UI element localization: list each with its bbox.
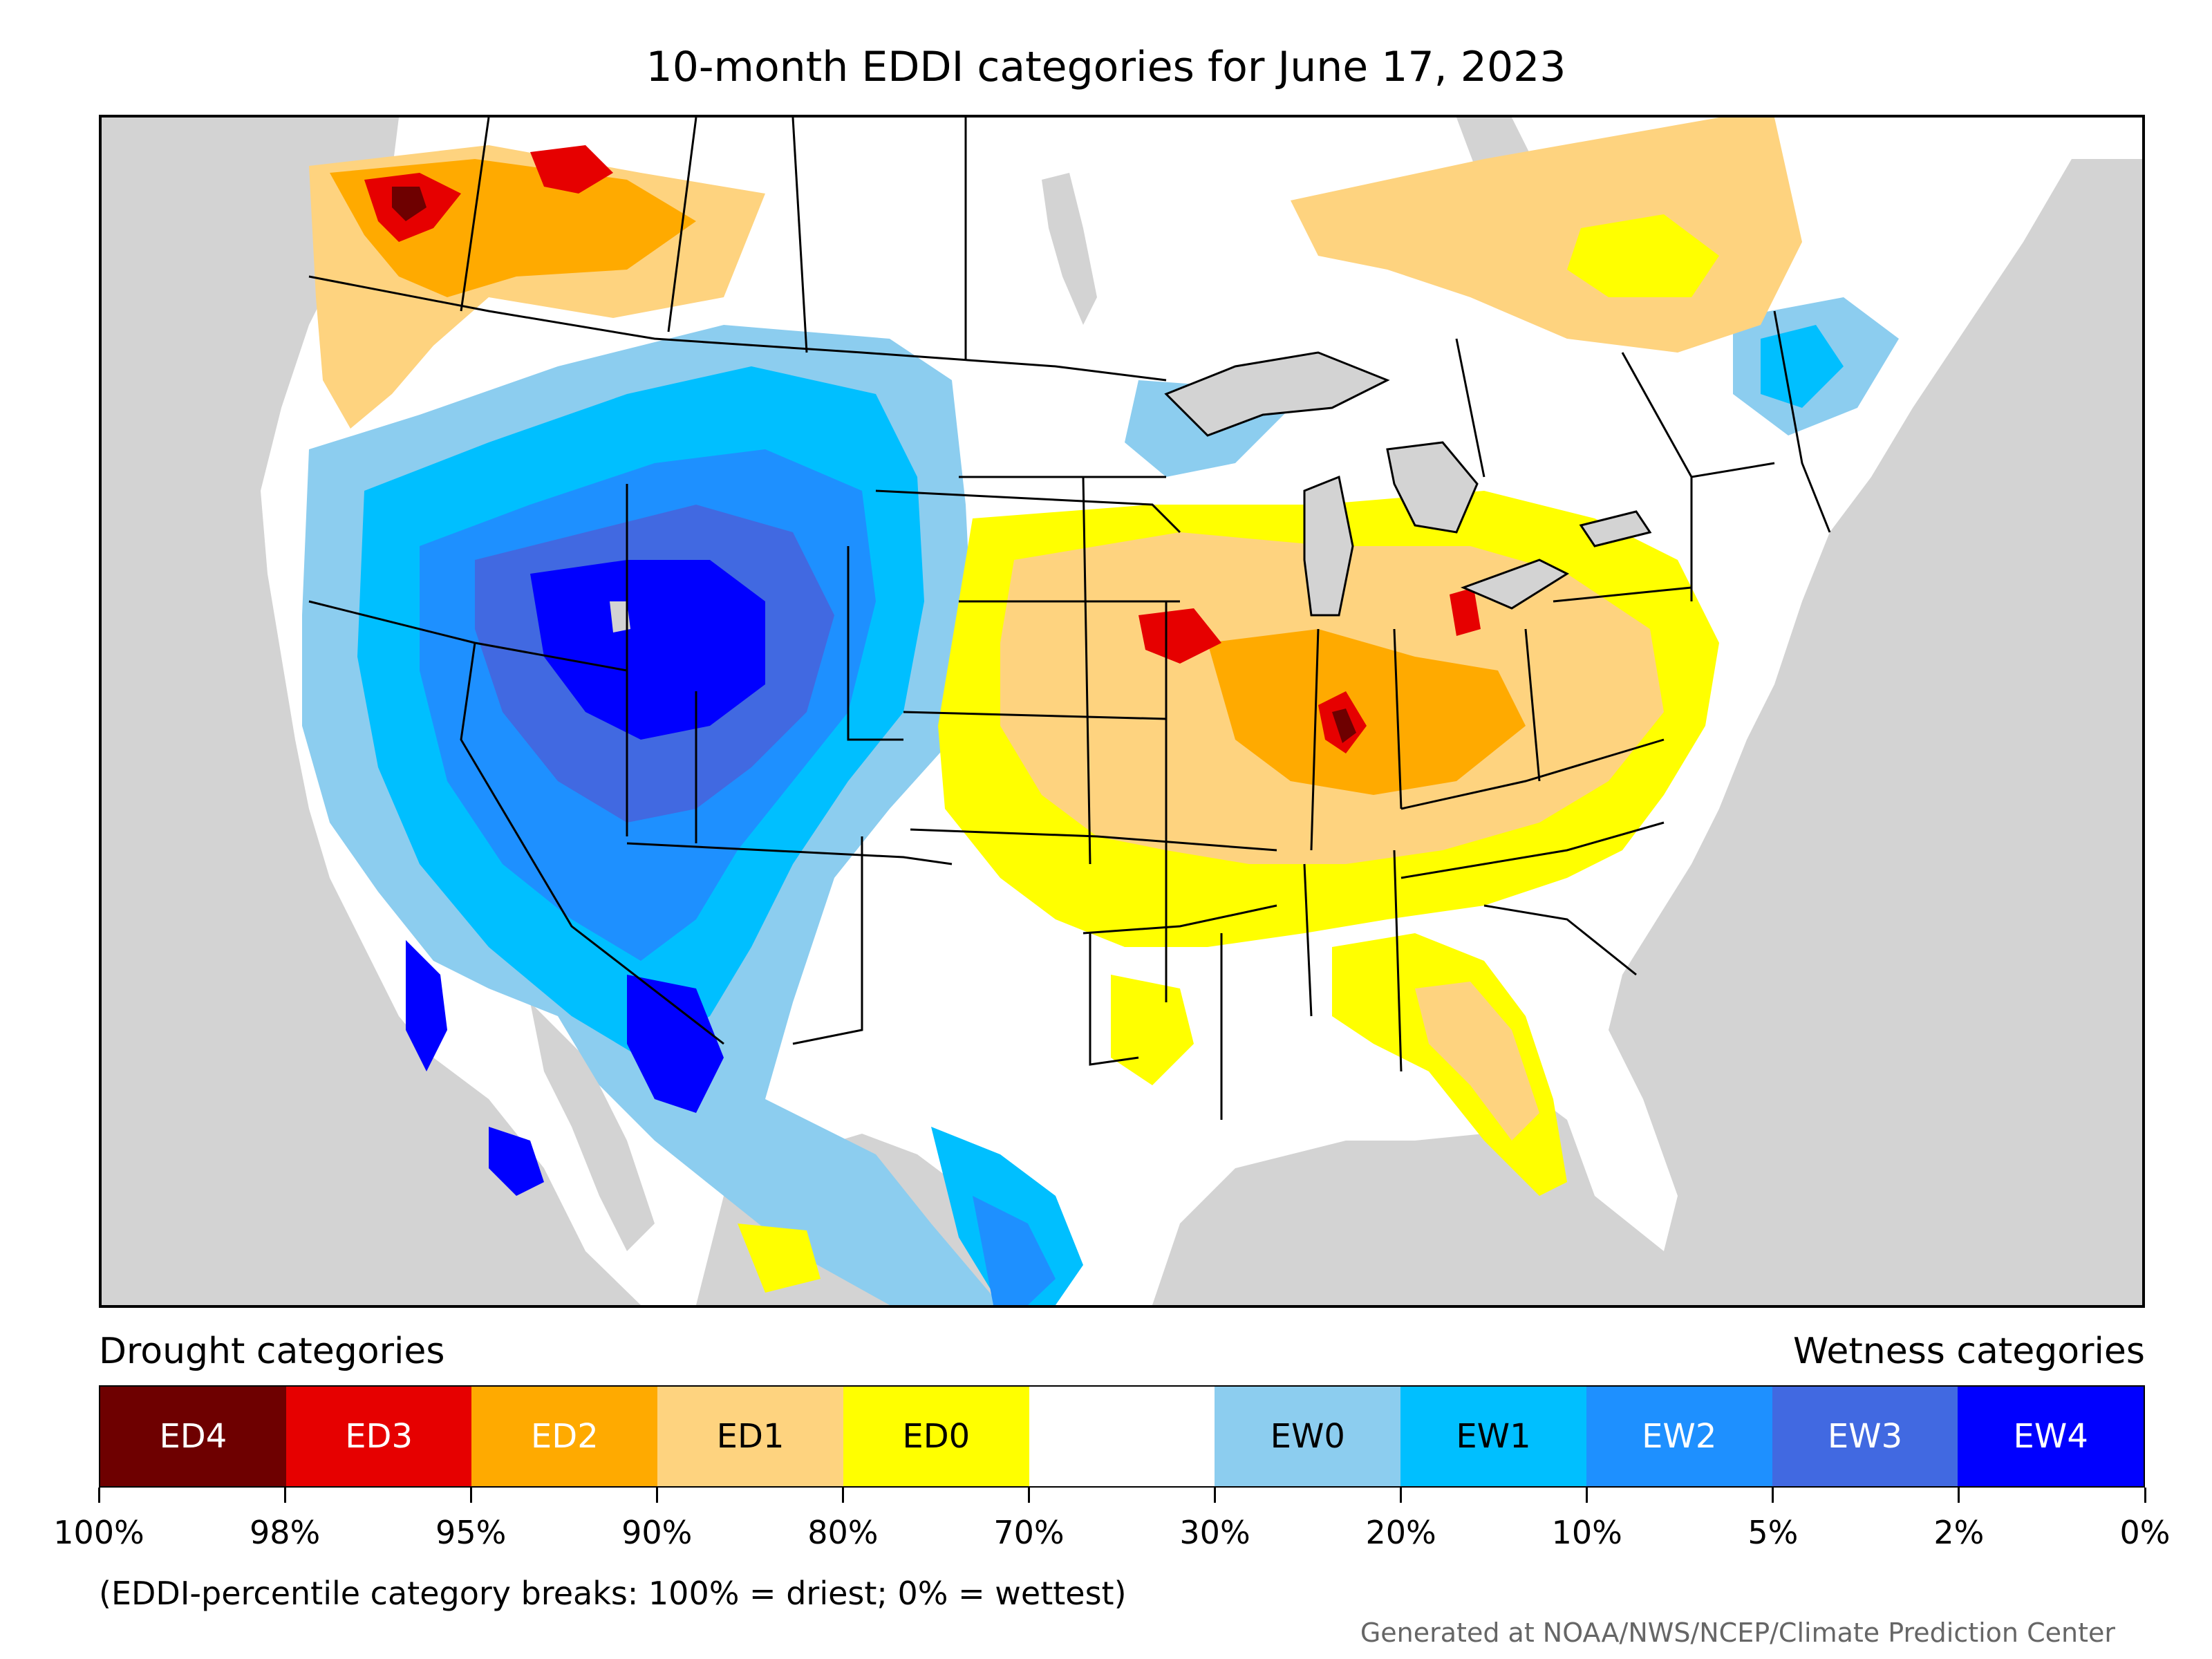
category-breaks-note: (EDDI-percentile category breaks: 100% =… [99, 1575, 1127, 1612]
ed0-region [738, 1224, 821, 1293]
ew4-region [530, 560, 765, 740]
colorbar-segment: EW4 [1958, 1387, 2144, 1486]
ed3-region [1450, 588, 1481, 636]
lake-michigan [1303, 475, 1354, 617]
ew4-region [627, 975, 724, 1113]
colorbar-tick-label: 100% [53, 1514, 144, 1551]
colorbar-tick-label: 70% [993, 1514, 1065, 1551]
lake-winnipeg [1042, 173, 1097, 325]
colorbar-segment: ED3 [285, 1387, 472, 1486]
lake-erie [1460, 559, 1570, 610]
colorbar-tick-label: 2% [1933, 1514, 1985, 1551]
colorbar-tick [469, 1488, 472, 1503]
colorbar-tick [1586, 1488, 1588, 1503]
great-salt-lake [610, 601, 630, 632]
colorbar-tick-label: 80% [807, 1514, 879, 1551]
colorbar-segment: EW1 [1400, 1387, 1586, 1486]
lake-huron [1386, 441, 1479, 534]
colorbar-segment: ED4 [100, 1387, 286, 1486]
wetness-categories-heading: Wetness categories [1793, 1331, 2145, 1372]
lake-superior [1164, 351, 1390, 437]
colorbar-segment: EW0 [1215, 1387, 1401, 1486]
colorbar-tick-label: 95% [435, 1514, 507, 1551]
colorbar-tick [655, 1488, 658, 1503]
boundaries [308, 118, 1831, 1120]
colorbar-tick-label: 30% [1179, 1514, 1250, 1551]
colorbar-ticks [97, 1488, 2146, 1515]
colorbar-tick [1400, 1488, 1403, 1503]
gulf-of-california [530, 1002, 655, 1251]
colorbar-tick [2144, 1488, 2146, 1503]
ew4-region [406, 940, 447, 1071]
colorbar-tick [97, 1488, 100, 1503]
colorbar-tick [1214, 1488, 1217, 1503]
colorbar-tick [1772, 1488, 1774, 1503]
colorbar-segment: ED1 [657, 1387, 843, 1486]
ew4-region [489, 1127, 544, 1196]
colorbar-tick-label: 90% [621, 1514, 693, 1551]
colorbar-tick [1027, 1488, 1030, 1503]
category-colorbar: ED4 ED3 ED2 ED1 ED0 EW0 EW1 EW2 EW3 EW4 [99, 1385, 2145, 1488]
colorbar-tick [283, 1488, 286, 1503]
map-title: 10-month EDDI categories for June 17, 20… [646, 43, 1566, 91]
credit-line: Generated at NOAA/NWS/NCEP/Climate Predi… [1360, 1618, 2115, 1648]
colorbar-tick [1958, 1488, 1960, 1503]
ed3-region [530, 145, 613, 194]
colorbar-segment: EW3 [1772, 1387, 1958, 1486]
ed4-region [1332, 709, 1356, 743]
colorbar-segment: EW2 [1586, 1387, 1772, 1486]
ed1-region [1415, 982, 1539, 1141]
map-panel [99, 115, 2145, 1308]
ed2-region [1208, 629, 1526, 795]
colorbar-tick-label: 20% [1365, 1514, 1436, 1551]
drought-categories-heading: Drought categories [99, 1331, 445, 1372]
colorbar-tick-label: 5% [1747, 1514, 1799, 1551]
ew2-region [973, 1196, 1056, 1305]
ed3-region [1138, 608, 1221, 664]
colorbar-segment: ED0 [843, 1387, 1029, 1486]
ed4-region [392, 187, 427, 221]
lake-ontario [1579, 510, 1652, 547]
colorbar-segment [1029, 1387, 1215, 1486]
colorbar-tick-label: 98% [249, 1514, 321, 1551]
ed0-region [1567, 214, 1719, 297]
colorbar-tick-label: 10% [1551, 1514, 1622, 1551]
colorbar-segment: ED2 [471, 1387, 658, 1486]
eddi-map [102, 118, 2142, 1305]
colorbar-tick [841, 1488, 844, 1503]
colorbar-tick-label: 0% [2119, 1514, 2171, 1551]
